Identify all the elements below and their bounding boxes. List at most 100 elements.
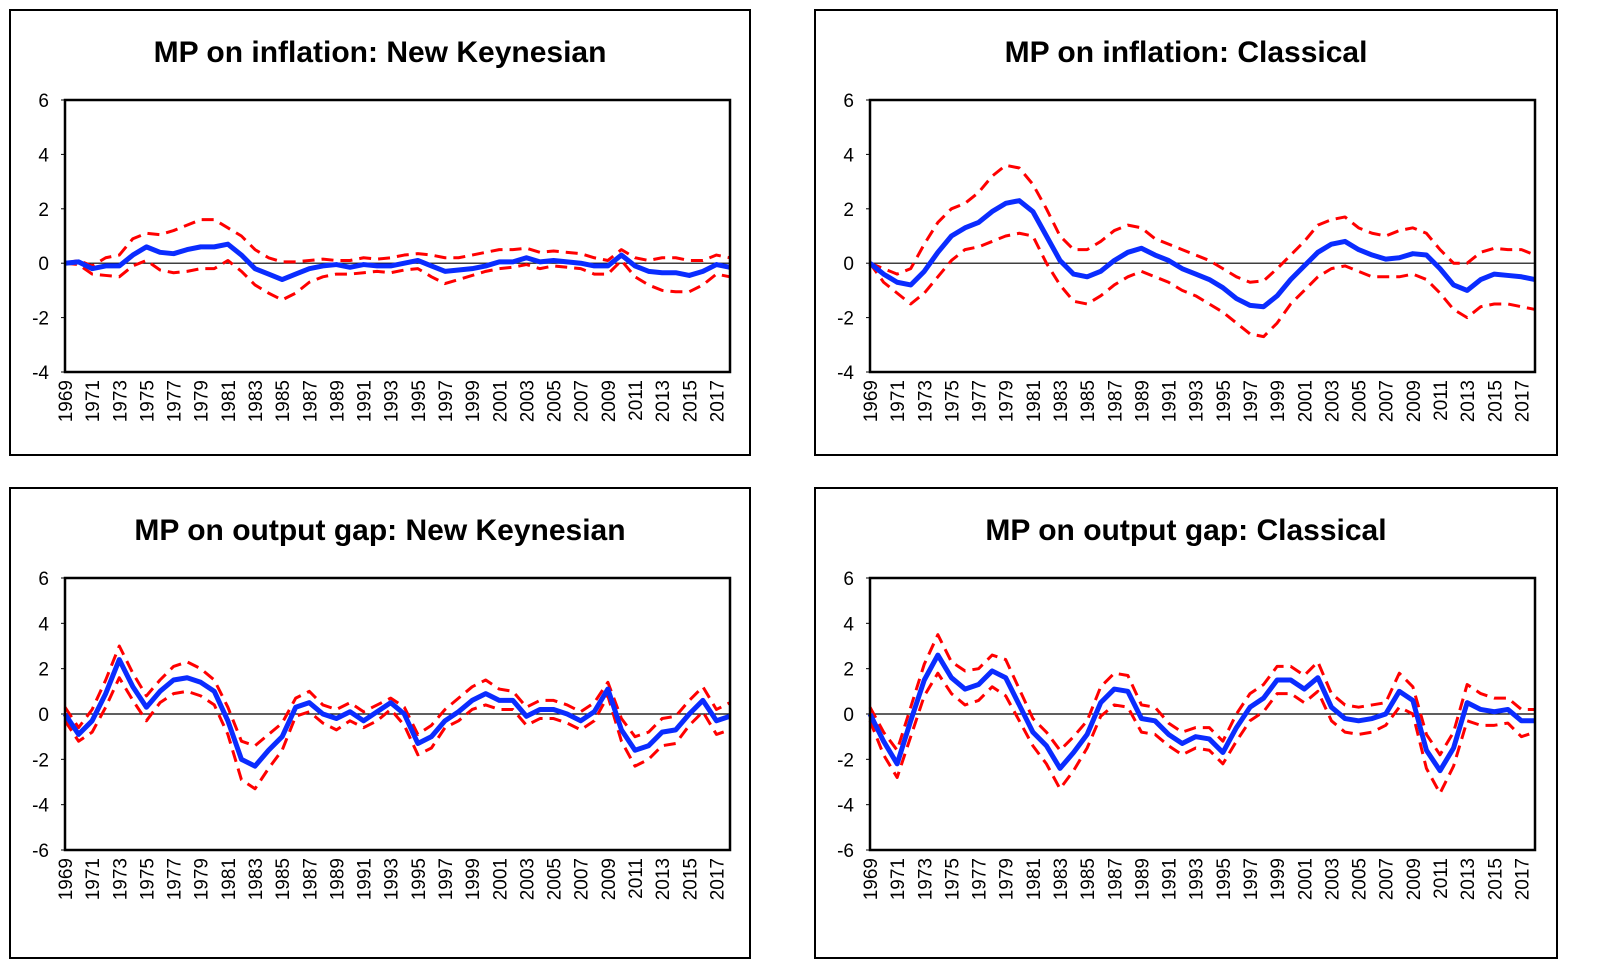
x-tick-label: 1981 [1024, 380, 1045, 422]
x-tick-label: 1991 [1160, 380, 1181, 422]
estimate-line [867, 652, 1535, 774]
x-tick-label: 2013 [1458, 380, 1479, 422]
x-tick-label: 1989 [327, 858, 348, 900]
x-tick-label: 2009 [1404, 380, 1425, 422]
y-tick-label: 4 [843, 145, 854, 166]
x-tick-label: 2017 [707, 380, 728, 422]
x-tick-label: 1979 [192, 858, 213, 900]
plot-frame [63, 576, 732, 852]
x-tick-label: 2007 [572, 858, 593, 900]
x-tick-label: 1987 [1105, 380, 1126, 422]
y-tick-label: -4 [32, 363, 49, 384]
band-line [64, 218, 731, 268]
x-tick-label: 2017 [1512, 380, 1533, 422]
x-tick-label: 2011 [1431, 858, 1452, 899]
x-tick-label: 1983 [246, 858, 267, 900]
x-tick-label: 1999 [463, 858, 484, 900]
x-tick-label: 1987 [300, 380, 321, 422]
x-tick-label: 2001 [490, 858, 511, 900]
x-tick-label: 2001 [490, 380, 511, 422]
x-tick-label: 1991 [1160, 858, 1181, 900]
chart-title: MP on inflation: Classical [1005, 36, 1368, 69]
x-tick-label: 1973 [915, 858, 936, 900]
x-tick-label: 2005 [1350, 380, 1371, 422]
x-tick-label: 1973 [915, 380, 936, 422]
x-tick-label: 2005 [545, 858, 566, 900]
y-tick-label: 6 [38, 569, 49, 590]
x-tick-label: 1997 [1241, 858, 1262, 900]
band-line [63, 644, 731, 748]
y-tick-label: 6 [843, 91, 854, 112]
x-tick-label: 1977 [165, 858, 186, 900]
x-tick-label: 1999 [1268, 380, 1289, 422]
x-tick-label: 1969 [861, 380, 882, 422]
y-tick-label: 6 [843, 569, 854, 590]
chart-panel: MP on output gap: New Keynesian -6 -4 -2 0 2 4… [9, 487, 751, 959]
y-tick-label: 2 [843, 200, 854, 221]
panel-border [814, 487, 1558, 959]
x-tick-label: 2007 [572, 380, 593, 422]
y-tick-label: 0 [843, 254, 854, 275]
x-tick-label: 1993 [382, 858, 403, 900]
x-tick-label: 2013 [653, 380, 674, 422]
x-tick-label: 2001 [1295, 380, 1316, 422]
y-tick-label: 4 [38, 145, 49, 166]
x-tick-label: 1983 [246, 380, 267, 422]
y-tick-label: -6 [837, 841, 854, 862]
x-tick-label: 1981 [1024, 858, 1045, 900]
x-tick-label: 1999 [1268, 858, 1289, 900]
x-tick-label: 1991 [355, 380, 376, 422]
x-tick-label: 1993 [1187, 380, 1208, 422]
estimate-line [868, 198, 1536, 310]
x-tick-label: 1987 [1105, 858, 1126, 900]
x-tick-label: 2009 [599, 858, 620, 900]
panel-border [814, 9, 1558, 456]
y-tick-label: -6 [32, 841, 49, 862]
y-tick-label: -4 [837, 796, 854, 817]
x-tick-label: 1985 [273, 380, 294, 422]
x-tick-label: 1995 [409, 858, 430, 900]
x-tick-label: 1975 [942, 858, 963, 900]
x-tick-label: 2013 [653, 858, 674, 900]
chart-panel: MP on inflation: New Keynesian -4 -2 0 2 4 6 19… [9, 9, 751, 456]
chart-title: MP on inflation: New Keynesian [154, 36, 607, 69]
x-tick-label: 1981 [219, 858, 240, 900]
x-tick-label: 1971 [83, 380, 104, 422]
chart-title: MP on output gap: Classical [985, 514, 1386, 547]
chart-panel: MP on inflation: Classical -4 -2 0 2 4 6 1969 19… [814, 9, 1558, 456]
estimate-line [64, 241, 731, 283]
panel-border [9, 9, 751, 456]
estimate-line [62, 657, 731, 769]
x-tick-label: 1985 [1078, 858, 1099, 900]
y-tick-label: -2 [32, 309, 49, 330]
y-tick-label: -2 [837, 309, 854, 330]
y-tick-label: -2 [32, 750, 49, 771]
x-tick-label: 1973 [110, 380, 131, 422]
y-tick-label: -4 [32, 796, 49, 817]
x-tick-label: 1977 [165, 380, 186, 422]
y-tick-label: 0 [38, 254, 49, 275]
plot-frame [63, 98, 732, 374]
x-tick-label: 1969 [56, 858, 77, 900]
plot-frame [868, 98, 1537, 374]
x-tick-label: 1975 [137, 858, 158, 900]
band-line [869, 163, 1536, 284]
x-tick-label: 1997 [1241, 380, 1262, 422]
y-tick-label: -2 [837, 750, 854, 771]
x-tick-label: 2003 [1322, 380, 1343, 422]
x-tick-label: 1989 [1132, 858, 1153, 900]
y-tick-label: -4 [837, 363, 854, 384]
chart-panel: MP on output gap: Classical -6 -4 -2 0 2 4 6 196… [814, 487, 1558, 959]
panel-border [9, 487, 751, 959]
x-tick-label: 1989 [327, 380, 348, 422]
x-tick-label: 1989 [1132, 380, 1153, 422]
x-tick-label: 1985 [273, 858, 294, 900]
x-tick-label: 2011 [626, 380, 647, 421]
x-tick-label: 1995 [1214, 858, 1235, 900]
y-tick-label: 4 [38, 614, 49, 635]
x-tick-label: 2015 [680, 858, 701, 900]
x-tick-label: 1997 [436, 858, 457, 900]
x-tick-label: 2007 [1377, 858, 1398, 900]
band-line [868, 633, 1535, 757]
